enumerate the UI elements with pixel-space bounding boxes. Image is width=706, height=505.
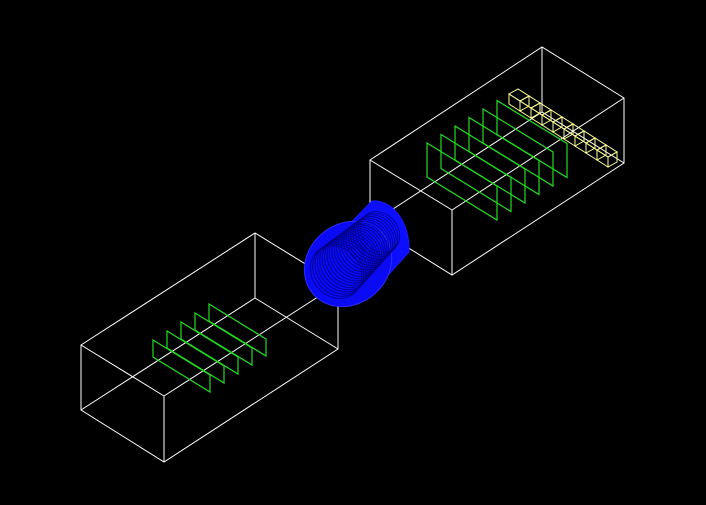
calorimeter-cell-top bbox=[596, 144, 618, 158]
downstream-arm-edge bbox=[451, 97, 625, 211]
calorimeter-cell-top bbox=[574, 130, 596, 144]
calorimeter-array bbox=[508, 88, 618, 168]
upstream-arm-hidden-edge bbox=[80, 297, 256, 411]
calorimeter-cell-top bbox=[519, 95, 541, 109]
target-winding bbox=[352, 215, 395, 260]
upstream-arm-edge bbox=[163, 283, 339, 397]
target-winding bbox=[345, 220, 390, 266]
calorimeter-cell-top bbox=[508, 88, 530, 102]
target-winding bbox=[343, 222, 388, 269]
target-winding bbox=[340, 224, 386, 271]
target-cylinder bbox=[303, 200, 410, 308]
upstream-arm-front-face bbox=[80, 232, 339, 463]
target-inner-windings bbox=[309, 211, 401, 299]
upstream-tracking-planes bbox=[152, 302, 267, 394]
calorimeter-cell-top bbox=[541, 109, 563, 123]
downstream-arm-hidden-edge bbox=[369, 111, 543, 225]
target-winding bbox=[338, 225, 384, 273]
calorimeter-cell-end bbox=[607, 151, 618, 168]
upstream-tracking-plane bbox=[208, 302, 267, 358]
upstream-arm-hidden-edge bbox=[254, 297, 339, 350]
calorimeter-cell-top bbox=[585, 137, 607, 151]
upstream-arm-box bbox=[80, 232, 339, 463]
downstream-tracking-plane bbox=[482, 107, 554, 188]
target-winding bbox=[357, 212, 399, 256]
calorimeter-cell-top bbox=[552, 116, 574, 130]
target-winding bbox=[347, 219, 392, 264]
downstream-tracking-planes bbox=[426, 99, 568, 222]
upstream-arm-edge bbox=[80, 344, 165, 397]
target-winding bbox=[359, 211, 401, 253]
downstream-tracking-plane bbox=[496, 99, 568, 179]
downstream-arm-edge bbox=[369, 159, 453, 211]
target-winding bbox=[355, 214, 397, 258]
